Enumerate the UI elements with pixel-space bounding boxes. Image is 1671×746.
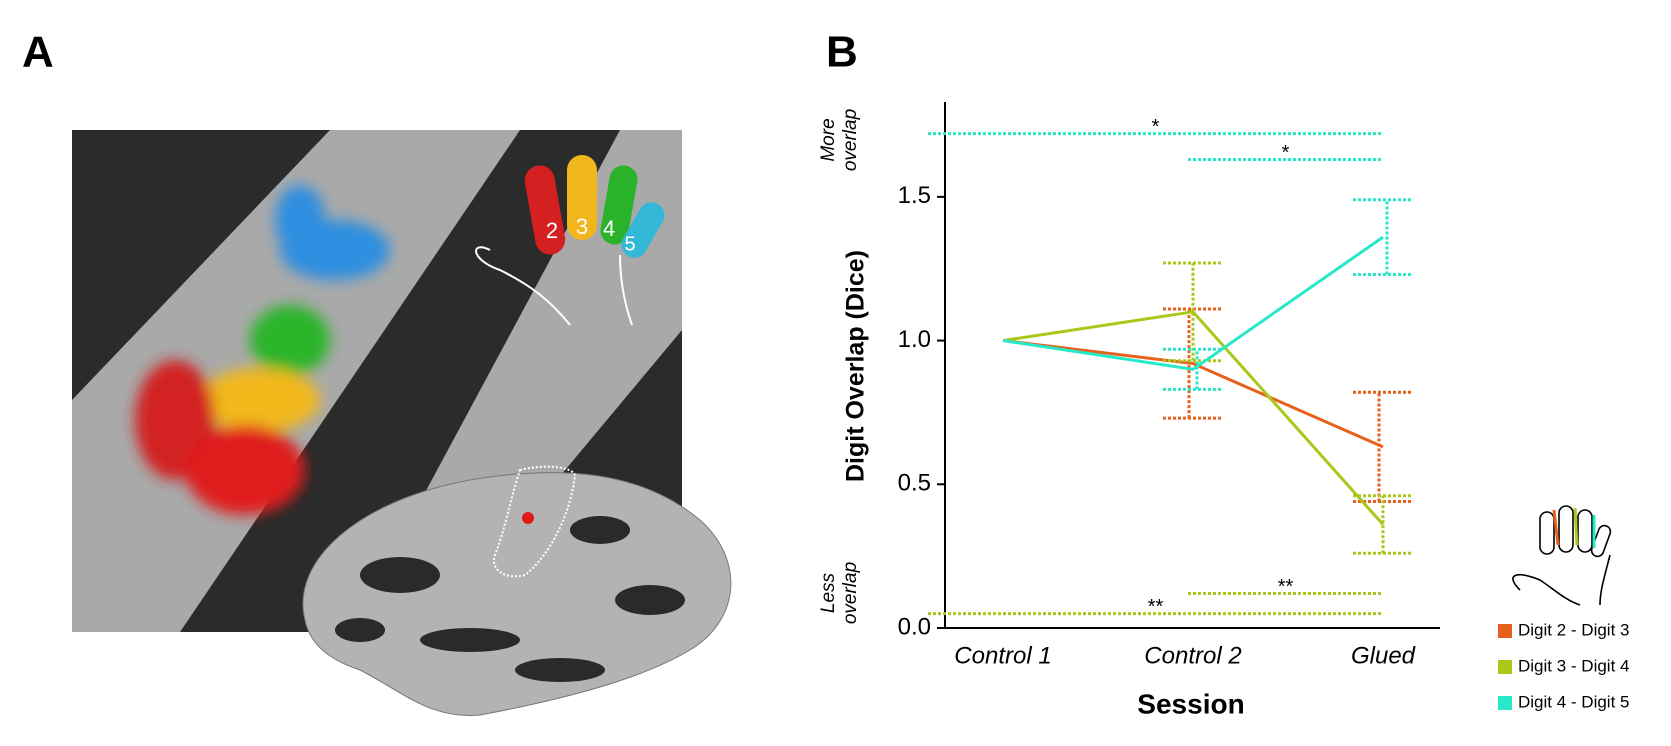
legend-swatch <box>1498 660 1512 674</box>
digit-label: 4 <box>603 216 615 241</box>
brain-surface <box>302 465 732 717</box>
y-tick-label: 0.5 <box>898 470 931 497</box>
digit-label: 5 <box>624 233 635 255</box>
panel-label: A <box>22 28 54 77</box>
significance-label: ** <box>1278 576 1294 598</box>
legend-label: Digit 4 - Digit 5 <box>1518 692 1629 711</box>
legend-swatch <box>1498 624 1512 638</box>
legend-hand-icon <box>1512 505 1612 606</box>
y-tick-label: 1.0 <box>898 326 931 353</box>
digit-label: 2 <box>546 218 558 243</box>
y-tick-label: 1.5 <box>898 182 931 209</box>
significance-label: * <box>1282 142 1290 164</box>
x-tick-label: Glued <box>1351 642 1416 669</box>
legend-label: Digit 3 - Digit 4 <box>1518 656 1629 675</box>
panel-label: B <box>826 28 858 77</box>
significance-label: ** <box>1148 596 1164 618</box>
legend-swatch <box>1498 696 1512 710</box>
x-tick-label: Control 1 <box>954 642 1051 669</box>
legend-label: Digit 2 - Digit 3 <box>1518 620 1629 639</box>
x-axis-title: Session <box>1137 688 1244 719</box>
series-line <box>1002 310 1385 526</box>
hand-icon: 2 3 4 5 <box>475 155 665 326</box>
significance-label: * <box>1152 116 1160 138</box>
y-tick-label: 0.0 <box>898 613 931 640</box>
y-axis-title: Digit Overlap (Dice) <box>842 250 870 482</box>
digit-label: 3 <box>576 214 588 239</box>
y-top-note: Moreoverlap <box>818 109 861 171</box>
y-bottom-note: Lessoverlap <box>818 562 861 624</box>
series-line <box>1002 339 1384 449</box>
series-line <box>1002 235 1384 371</box>
x-tick-label: Control 2 <box>1144 642 1241 669</box>
